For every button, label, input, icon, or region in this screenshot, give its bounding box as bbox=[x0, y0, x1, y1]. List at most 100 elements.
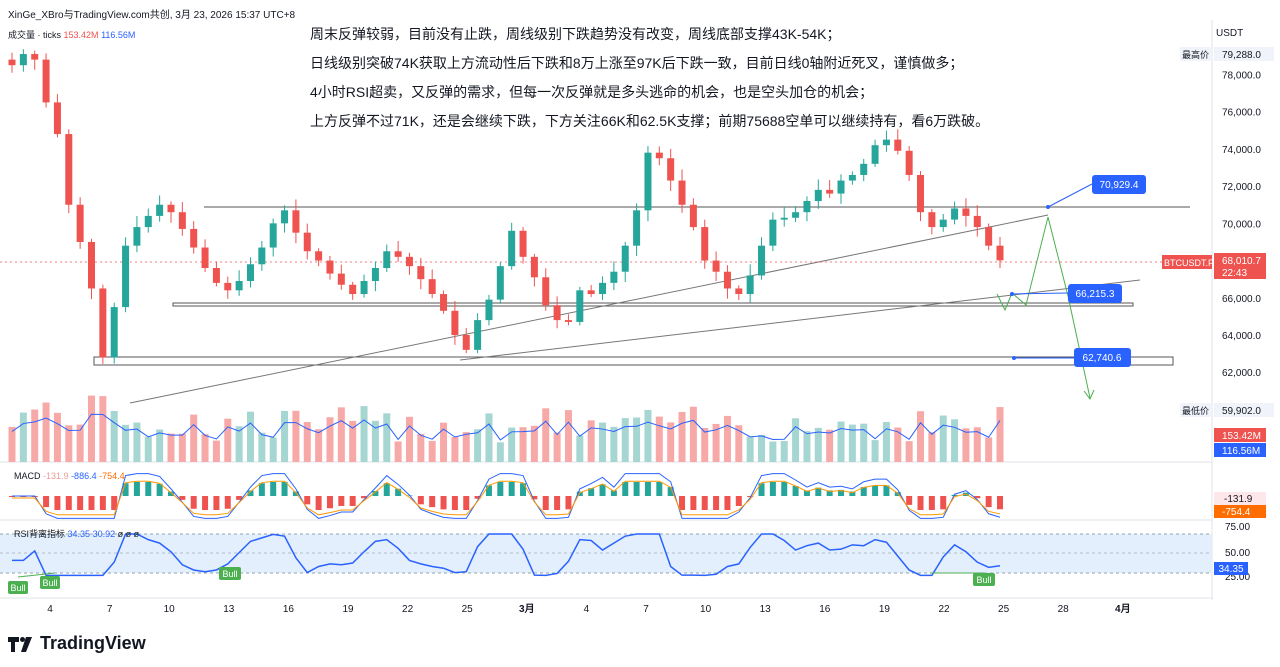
candle-body[interactable] bbox=[621, 245, 629, 272]
candle-body[interactable] bbox=[826, 189, 834, 194]
candle-body[interactable] bbox=[655, 152, 663, 159]
price-axis[interactable]: 62,000.064,000.066,000.068,000.070,000.0… bbox=[1222, 71, 1261, 380]
candle-body[interactable] bbox=[485, 299, 493, 321]
bull-label-box[interactable] bbox=[973, 573, 995, 586]
bull-label-box[interactable] bbox=[40, 576, 60, 589]
candle-body[interactable] bbox=[428, 279, 436, 295]
target-label-box[interactable] bbox=[1068, 284, 1122, 303]
candle-body[interactable] bbox=[951, 208, 959, 220]
trendline-lower[interactable] bbox=[459, 279, 1141, 361]
target-label-box[interactable] bbox=[1074, 348, 1131, 367]
target-label-box[interactable] bbox=[1092, 175, 1146, 194]
candle-body[interactable] bbox=[144, 215, 152, 228]
support-zone-62k[interactable] bbox=[93, 356, 1174, 366]
candle-body[interactable] bbox=[564, 320, 572, 322]
candle-body[interactable] bbox=[712, 260, 720, 272]
candle-body[interactable] bbox=[667, 158, 675, 181]
candle-body[interactable] bbox=[281, 210, 289, 224]
annotation-line-3[interactable]: 4小时RSI超卖，又反弹的需求，但每一次反弹就是多头逃命的机会，也是空头加仓的机… bbox=[310, 84, 874, 100]
candle-body[interactable] bbox=[417, 266, 425, 280]
volume-legend[interactable]: 成交量 · ticks 153.42M 116.56M bbox=[8, 28, 135, 41]
candle-body[interactable] bbox=[110, 307, 118, 358]
candle-body[interactable] bbox=[8, 59, 16, 66]
candle-body[interactable] bbox=[746, 275, 754, 295]
candle-body[interactable] bbox=[31, 54, 39, 60]
candle-body[interactable] bbox=[371, 268, 379, 282]
candle-body[interactable] bbox=[735, 288, 743, 295]
candle-body[interactable] bbox=[610, 271, 618, 283]
macd-legend[interactable]: MACD -131.9 -886.4 -754.4 bbox=[14, 471, 125, 481]
bull-label-box[interactable] bbox=[8, 581, 28, 594]
bull-label-box[interactable] bbox=[219, 567, 241, 580]
candle-body[interactable] bbox=[462, 334, 470, 350]
candle-body[interactable] bbox=[701, 227, 709, 261]
candle-body[interactable] bbox=[587, 290, 595, 295]
candle-body[interactable] bbox=[122, 245, 130, 308]
candle-body[interactable] bbox=[315, 251, 323, 261]
candle-body[interactable] bbox=[519, 230, 527, 257]
candle-body[interactable] bbox=[246, 264, 254, 282]
candle-body[interactable] bbox=[65, 134, 73, 205]
candle-body[interactable] bbox=[190, 228, 198, 248]
candle-body[interactable] bbox=[19, 54, 27, 66]
candle-body[interactable] bbox=[973, 215, 981, 228]
candle-body[interactable] bbox=[326, 260, 334, 274]
candle-body[interactable] bbox=[303, 232, 311, 252]
candle-body[interactable] bbox=[42, 59, 50, 103]
annotation-line-2[interactable]: 日线级别突破74K获取上方流动性后下跌和8万上涨至97K后下跌一致，目前日线0轴… bbox=[310, 55, 964, 71]
candle-body[interactable] bbox=[894, 139, 902, 151]
candle-body[interactable] bbox=[542, 277, 550, 306]
candle-body[interactable] bbox=[576, 290, 584, 322]
candle-body[interactable] bbox=[133, 227, 141, 246]
candle-body[interactable] bbox=[167, 204, 175, 213]
candle-body[interactable] bbox=[553, 305, 561, 321]
candle-body[interactable] bbox=[928, 212, 936, 228]
candle-body[interactable] bbox=[269, 223, 277, 248]
candle-body[interactable] bbox=[258, 247, 266, 265]
candle-body[interactable] bbox=[99, 288, 107, 358]
candle-body[interactable] bbox=[644, 152, 652, 211]
candle-body[interactable] bbox=[803, 201, 811, 213]
candle-body[interactable] bbox=[814, 189, 822, 202]
tradingview-logo[interactable]: TradingView bbox=[8, 633, 146, 654]
candle-body[interactable] bbox=[212, 268, 220, 283]
candle-body[interactable] bbox=[405, 256, 413, 267]
candle-body[interactable] bbox=[758, 245, 766, 276]
candles[interactable] bbox=[8, 49, 1004, 364]
candle-body[interactable] bbox=[860, 163, 868, 175]
candle-body[interactable] bbox=[837, 180, 845, 194]
candle-body[interactable] bbox=[678, 180, 686, 205]
projection-path[interactable] bbox=[996, 216, 1091, 399]
time-axis[interactable]: 4 7 10 13 16 19 22 25 3月 4 7 10 13 16 19 22 25 28 4月 bbox=[47, 603, 1130, 615]
rsi-legend[interactable]: RSI背离指标 34.35 30.92 ø ø ø bbox=[14, 527, 139, 540]
candle-body[interactable] bbox=[508, 230, 516, 267]
candle-body[interactable] bbox=[383, 251, 391, 268]
candle-body[interactable] bbox=[530, 256, 538, 278]
candle-body[interactable] bbox=[905, 150, 913, 175]
candle-body[interactable] bbox=[394, 251, 402, 257]
candle-body[interactable] bbox=[201, 247, 209, 268]
support-zone-66k[interactable] bbox=[172, 302, 1134, 307]
symbol-badge[interactable] bbox=[1162, 255, 1212, 269]
candle-body[interactable] bbox=[235, 281, 243, 291]
candle-body[interactable] bbox=[871, 145, 879, 164]
candle-body[interactable] bbox=[939, 219, 947, 228]
candle-body[interactable] bbox=[985, 227, 993, 246]
candle-body[interactable] bbox=[349, 284, 357, 295]
candle-body[interactable] bbox=[769, 219, 777, 246]
candle-body[interactable] bbox=[76, 204, 84, 242]
trendline-upper[interactable] bbox=[129, 214, 1049, 404]
annotation-line-4[interactable]: 上方反弹不过71K，还是会继续下跌，下方关注66K和62.5K支撑；前期7568… bbox=[310, 113, 990, 129]
candle-body[interactable] bbox=[848, 174, 856, 181]
candle-body[interactable] bbox=[360, 281, 368, 295]
candle-body[interactable] bbox=[792, 212, 800, 218]
candle-body[interactable] bbox=[474, 320, 482, 350]
candle-body[interactable] bbox=[962, 208, 970, 216]
candle-body[interactable] bbox=[689, 204, 697, 228]
candle-body[interactable] bbox=[440, 294, 448, 311]
candle-body[interactable] bbox=[87, 241, 95, 289]
candle-body[interactable] bbox=[451, 310, 459, 335]
candle-body[interactable] bbox=[53, 102, 61, 135]
candle-body[interactable] bbox=[156, 204, 164, 216]
candle-body[interactable] bbox=[882, 139, 890, 146]
